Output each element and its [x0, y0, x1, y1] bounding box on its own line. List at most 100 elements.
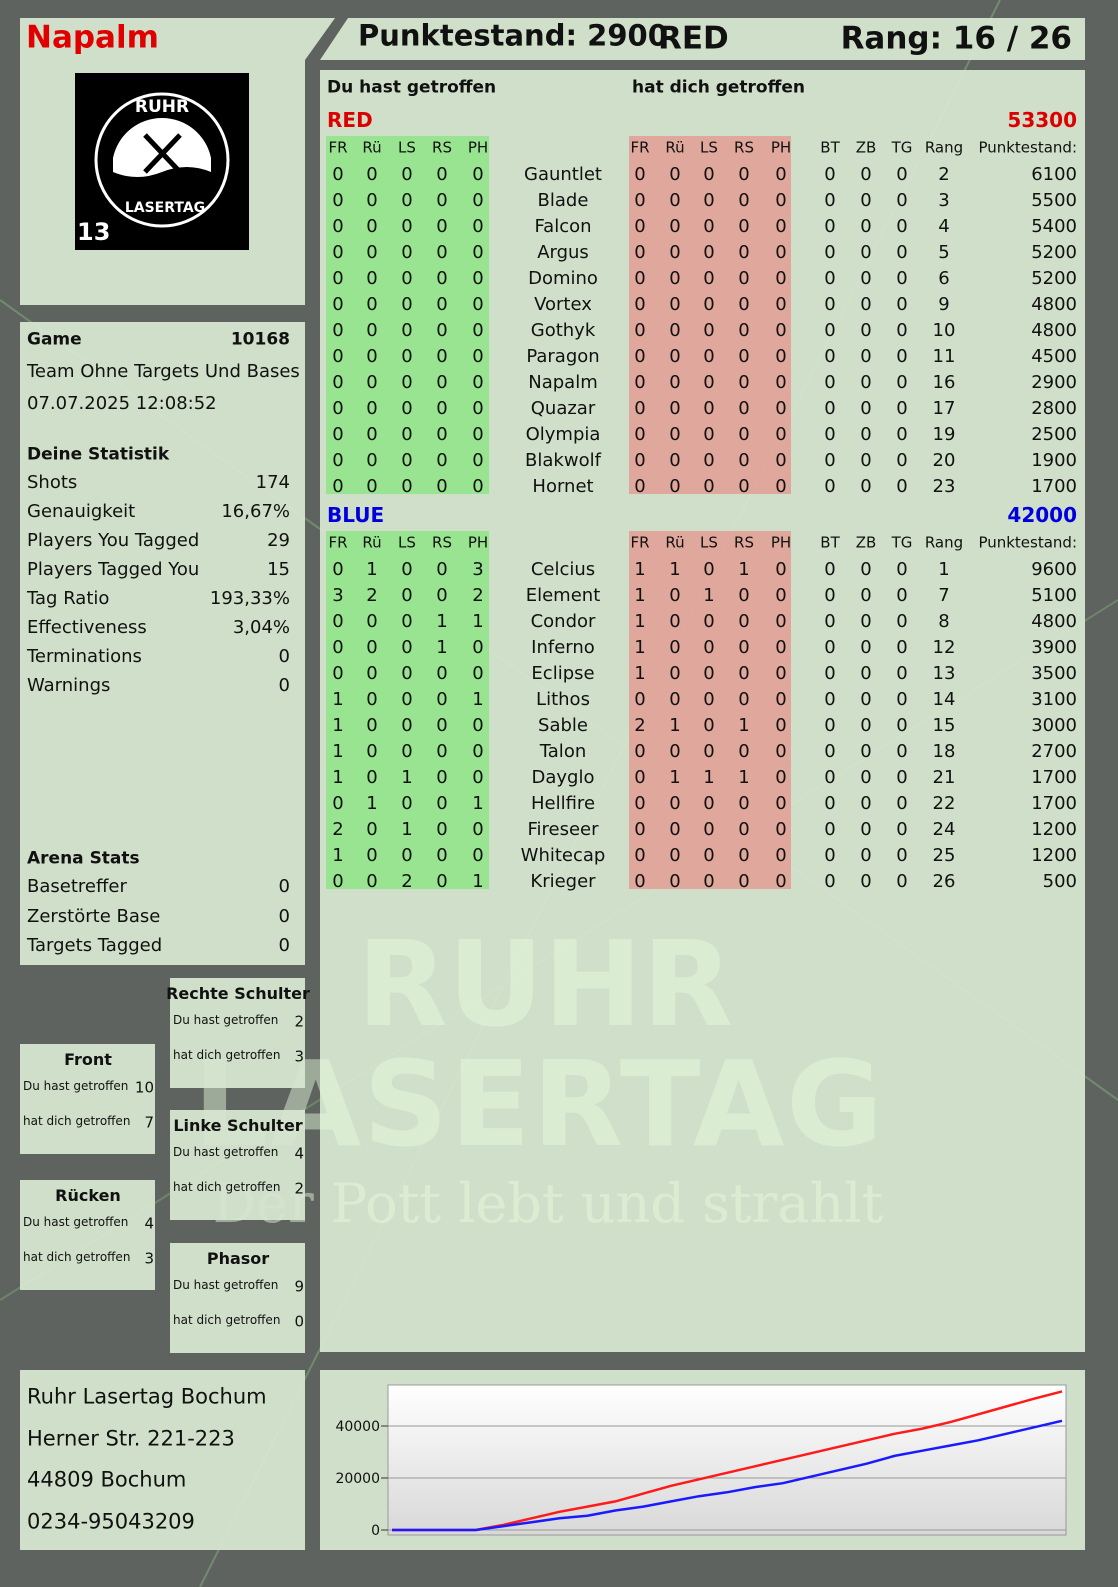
- player: Argus: [537, 242, 589, 263]
- cell: 0: [896, 689, 908, 710]
- cell: 0: [775, 398, 787, 419]
- cell: 0: [472, 320, 484, 341]
- cell: 0: [436, 346, 448, 367]
- cell: 0: [738, 819, 750, 840]
- zone-title: Front: [64, 1050, 112, 1069]
- cell: 9600: [1031, 559, 1077, 580]
- cell: 0: [824, 585, 836, 606]
- cell: 0: [824, 268, 836, 289]
- cell: 0: [669, 689, 681, 710]
- table-heading: Du hast getroffen: [327, 77, 497, 98]
- cell: 0: [775, 424, 787, 445]
- player: Domino: [528, 268, 598, 289]
- cell: 0: [634, 424, 646, 445]
- cell: 0: [824, 559, 836, 580]
- cell: 0: [824, 611, 836, 632]
- cell: 0: [669, 611, 681, 632]
- zone-title: Rücken: [55, 1186, 121, 1205]
- cell: 0: [436, 320, 448, 341]
- cell: 0: [436, 216, 448, 237]
- cell: 0: [669, 268, 681, 289]
- cell: 0: [366, 819, 378, 840]
- cell: 0: [738, 190, 750, 211]
- col-header: BT: [820, 138, 840, 157]
- zone-value: 3: [294, 1047, 304, 1066]
- stat-label: Players Tagged You: [27, 559, 200, 580]
- cell: 0: [703, 793, 715, 814]
- cell: 0: [472, 637, 484, 658]
- cell: 0: [775, 845, 787, 866]
- cell: 0: [860, 398, 872, 419]
- zone-title: Phasor: [206, 1249, 270, 1268]
- cell: 0: [401, 559, 413, 580]
- cell: 0: [775, 689, 787, 710]
- cell: 4500: [1031, 346, 1077, 367]
- cell: 0: [896, 216, 908, 237]
- cell: 0: [366, 611, 378, 632]
- cell: 0: [775, 715, 787, 736]
- cell: 0: [472, 242, 484, 263]
- player: Condor: [530, 611, 596, 632]
- stats-panel: [20, 322, 305, 965]
- col-header: Punktestand:: [978, 138, 1077, 157]
- cell: 19: [932, 424, 956, 445]
- zone-value: 2: [294, 1012, 304, 1031]
- cell: 0: [703, 268, 715, 289]
- cell: 0: [824, 793, 836, 814]
- cell: 1: [436, 637, 448, 658]
- cell: 6: [938, 268, 950, 289]
- cell: 0: [775, 450, 787, 471]
- cell: 0: [703, 663, 715, 684]
- address-line: 44809 Bochum: [27, 1467, 187, 1492]
- cell: 13: [932, 663, 956, 684]
- col-header: FR: [328, 138, 348, 157]
- zone-label: hat dich getroffen: [23, 1250, 131, 1264]
- player: Dayglo: [531, 767, 595, 788]
- cell: 0: [332, 372, 344, 393]
- stat-value: 3,04%: [232, 617, 290, 638]
- zone-value: 7: [144, 1113, 154, 1132]
- cell: 0: [775, 663, 787, 684]
- y-tick-label: 40000: [335, 1419, 380, 1435]
- cell: 0: [738, 424, 750, 445]
- cell: 0: [436, 793, 448, 814]
- cell: 0: [703, 689, 715, 710]
- rank: Rang: 16 / 26: [840, 20, 1072, 57]
- cell: 0: [401, 398, 413, 419]
- cell: 0: [703, 190, 715, 211]
- cell: 0: [738, 871, 750, 892]
- cell: 0: [669, 216, 681, 237]
- cell: 1: [738, 559, 750, 580]
- cell: 0: [436, 424, 448, 445]
- stat-label: Genauigkeit: [27, 501, 136, 522]
- logo-text: RUHR: [135, 97, 189, 117]
- cell: 0: [824, 637, 836, 658]
- cell: 0: [401, 346, 413, 367]
- cell: 0: [703, 819, 715, 840]
- col-header: ZB: [855, 138, 877, 157]
- cell: 0: [366, 476, 378, 497]
- player: Lithos: [536, 689, 590, 710]
- received-block: [629, 136, 791, 494]
- cell: 0: [775, 767, 787, 788]
- cell: 0: [738, 242, 750, 263]
- cell: 1700: [1031, 476, 1077, 497]
- cell: 0: [738, 741, 750, 762]
- cell: 0: [401, 424, 413, 445]
- player: Olympia: [525, 424, 601, 445]
- received-block: [629, 531, 791, 889]
- cell: 0: [896, 663, 908, 684]
- cell: 0: [472, 268, 484, 289]
- cell: 1: [634, 585, 646, 606]
- cell: 1: [436, 611, 448, 632]
- stat-label: Targets Tagged: [27, 935, 163, 956]
- cell: 0: [401, 715, 413, 736]
- cell: 0: [634, 741, 646, 762]
- player: Talon: [539, 741, 587, 762]
- y-tick-label: 20000: [335, 1471, 380, 1487]
- cell: 0: [401, 741, 413, 762]
- player: Vortex: [534, 294, 592, 315]
- cell: 14: [932, 689, 956, 710]
- cell: 0: [669, 190, 681, 211]
